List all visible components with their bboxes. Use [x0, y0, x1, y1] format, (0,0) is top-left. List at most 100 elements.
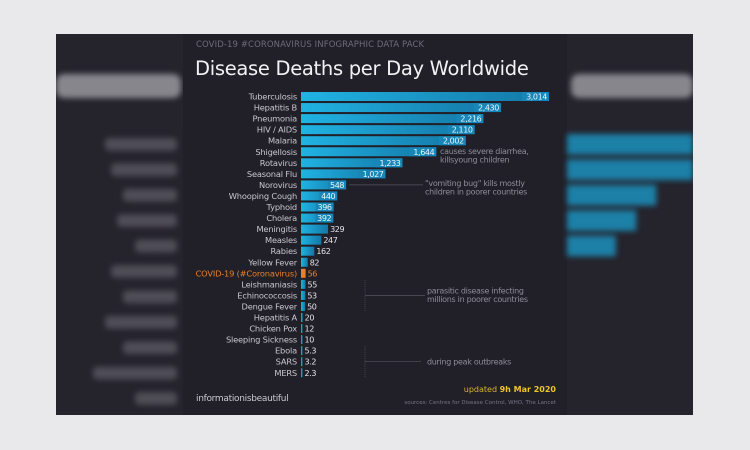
value-label-background — [456, 114, 484, 124]
bar-dengue-fever — [301, 301, 306, 311]
value-label-background — [522, 92, 549, 101]
category-label: COVID-19 (#Coronavirus) — [196, 268, 297, 278]
category-label: Rotavirus — [260, 158, 297, 168]
bar-whooping-cough — [301, 191, 338, 201]
value-label: 5.3 — [305, 347, 317, 356]
blurred-label-blob — [111, 265, 177, 278]
value-label: 396 — [318, 203, 332, 212]
value-label: 392 — [317, 214, 331, 223]
value-label-background — [319, 191, 338, 201]
blurred-label-blob — [123, 341, 177, 355]
category-label: Measles — [265, 235, 297, 245]
bar-malaria — [301, 136, 466, 146]
bar-ebola — [301, 346, 303, 356]
bar-seasonal-flu — [301, 169, 386, 179]
blurred-label-blob — [135, 392, 177, 405]
category-label: Yellow Fever — [247, 257, 297, 267]
category-label: HIV / AIDS — [257, 125, 297, 135]
value-label: 1,644 — [413, 148, 434, 157]
chart-title: Disease Deaths per Day Worldwide — [195, 57, 529, 80]
value-label-background — [473, 103, 501, 113]
value-label: 329 — [330, 225, 344, 234]
bar-mers — [301, 368, 303, 378]
value-label: 247 — [323, 236, 337, 245]
category-label: Typhoid — [266, 202, 297, 212]
category-label: Hepatitis A — [254, 313, 298, 323]
bar-rotavirus — [301, 158, 403, 168]
blurred-background-left — [56, 34, 183, 415]
blurred-bar — [567, 184, 657, 206]
bar-chicken-pox — [301, 324, 303, 334]
blurred-bar — [567, 134, 693, 155]
brand-logo: informationisbeautiful — [196, 394, 289, 404]
bar-norovirus — [301, 180, 347, 190]
value-label: 3.2 — [305, 358, 317, 367]
category-label: Rabies — [271, 246, 297, 256]
value-label: 162 — [316, 247, 330, 256]
blurred-chart-copy-left — [56, 74, 181, 405]
value-label: 548 — [330, 181, 344, 190]
blurred-bar — [567, 159, 693, 181]
bar-pneumonia — [301, 114, 484, 124]
category-label: Meningitis — [256, 224, 297, 234]
annotation-text: causes severe diarrhea, — [440, 147, 529, 156]
value-label-background — [315, 202, 334, 212]
sources-note: sources: Centres for Disease Control, WH… — [404, 400, 556, 406]
annotation-text: during peak outbreaks — [427, 358, 511, 367]
bar-chart: Tuberculosis 3,014 Hepatitis B 2,430 Pneumon… — [196, 92, 549, 378]
value-label-background — [315, 213, 334, 223]
bar-meningitis — [301, 224, 329, 234]
value-label: 3,014 — [526, 93, 547, 102]
category-label: Norovirus — [259, 180, 297, 190]
bar-shigellosis — [301, 147, 437, 157]
blurred-label-blob — [93, 366, 177, 380]
bar-echinococcosis — [301, 290, 306, 300]
value-label: 2,430 — [478, 104, 499, 113]
bar-sleeping-sickness — [301, 335, 303, 345]
value-label-background — [409, 147, 437, 157]
bar-tuberculosis — [301, 92, 549, 101]
value-label: 20 — [305, 314, 315, 323]
infographic-panel: COVID-19 #CORONAVIRUS INFOGRAPHIC DATA P… — [183, 34, 567, 415]
kicker-text: COVID-19 #CORONAVIRUS INFOGRAPHIC DATA P… — [196, 40, 425, 50]
bar-hepatitis-b — [301, 103, 501, 113]
value-label-background — [328, 180, 347, 190]
bar-rabies — [301, 246, 315, 256]
blurred-label-blob — [123, 188, 177, 202]
updated-prefix: updated — [463, 385, 498, 394]
value-label-background — [358, 169, 386, 179]
category-label: Malaria — [268, 136, 297, 146]
blurred-bar — [567, 235, 616, 257]
blurred-title-blob — [571, 74, 693, 98]
category-label: Shigellosis — [255, 147, 297, 157]
annotation-text: millions in poorer countries — [427, 295, 528, 304]
blurred-bar — [567, 210, 637, 231]
annotation-text: killsyoung children — [440, 155, 509, 164]
category-label: Tuberculosis — [248, 92, 297, 102]
updated-note: updated 9h Mar 2020 — [464, 385, 556, 394]
value-label-background — [375, 158, 403, 168]
value-label-background — [438, 136, 466, 146]
category-label: Pneumonia — [253, 114, 298, 124]
blurred-label-blob — [135, 239, 177, 253]
value-label: 1,027 — [363, 170, 384, 179]
blurred-chart-copy-right — [567, 74, 693, 257]
value-label: 2.3 — [305, 369, 317, 378]
value-label: 55 — [308, 280, 318, 289]
bar-yellow-fever — [301, 257, 308, 267]
value-label: 440 — [321, 192, 335, 201]
category-label: Whooping Cough — [229, 191, 297, 201]
category-label: Leishmaniasis — [241, 279, 297, 289]
category-label: Seasonal Flu — [247, 169, 297, 179]
category-label: Ebola — [275, 346, 297, 356]
category-label: MERS — [274, 368, 297, 378]
value-label: 2,110 — [452, 126, 473, 135]
value-label: 56 — [308, 269, 318, 278]
category-label: Sleeping Sickness — [226, 335, 297, 345]
updated-date: 9h Mar 2020 — [499, 385, 556, 394]
annotation-text: parasitic disease infecting — [427, 286, 524, 295]
category-label: Chicken Pox — [249, 324, 297, 334]
value-label: 50 — [307, 302, 317, 311]
blurred-label-blob — [105, 138, 177, 151]
infographic-frame: COVID-19 #CORONAVIRUS INFOGRAPHIC DATA P… — [56, 34, 693, 415]
